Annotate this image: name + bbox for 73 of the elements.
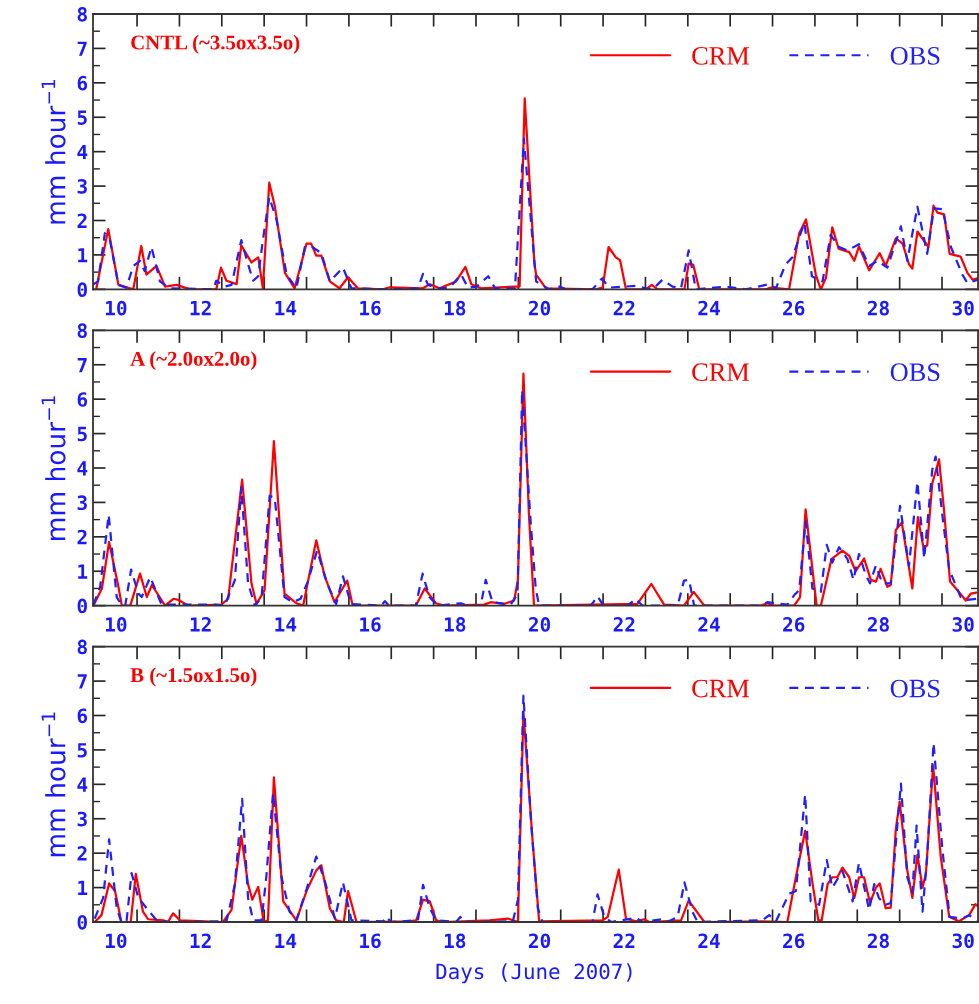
y-tick-label: 0	[77, 914, 87, 930]
x-tick-label: 24	[698, 300, 720, 316]
y-tick-label: 6	[77, 75, 88, 91]
y-tick-label: 7	[77, 41, 87, 56]
x-tick-label: 28	[867, 933, 889, 949]
y-tick-label: 3	[77, 495, 87, 511]
y-tick-label: 6	[77, 708, 88, 724]
x-tick-label: 12	[190, 933, 211, 948]
y-tick-label: 5	[77, 110, 87, 125]
y-tick-label: 5	[77, 426, 87, 442]
y-tick-label: 0	[77, 598, 87, 614]
text: A (~2.0ox2.0o)	[130, 351, 257, 371]
legend-label: CRM	[692, 47, 750, 65]
x-tick-label: 16	[360, 933, 381, 949]
legend-label: OBS	[890, 47, 940, 65]
x-tick-label: 30	[952, 300, 974, 316]
y-tick-label: 7	[77, 674, 87, 689]
x-tick-label: 28	[867, 300, 889, 316]
x-tick-label: 22	[613, 933, 635, 948]
x-tick-label: 14	[275, 617, 297, 632]
legend-label: CRM	[692, 679, 750, 698]
legend-label: OBS	[890, 363, 940, 382]
x-tick-label: 18	[444, 933, 466, 949]
x-tick-label: 20	[528, 933, 551, 949]
x-tick-label: 26	[783, 300, 805, 316]
y-tick-label: 6	[77, 392, 88, 407]
y-tick-label: 4	[77, 461, 88, 476]
x-tick-label: 30	[952, 617, 974, 632]
y-tick-label: 2	[77, 846, 87, 861]
x-tick-label: 22	[613, 300, 635, 316]
x-axis-title: Days (June 2007)	[436, 963, 632, 984]
y-tick-label: 3	[77, 811, 87, 827]
x-tick-label: 24	[698, 617, 720, 632]
x-tick-label: 30	[952, 933, 974, 949]
x-tick-label: 24	[698, 933, 720, 948]
x-tick-label: 20	[528, 300, 551, 316]
legend-label: OBS	[890, 679, 940, 698]
y-tick-label: 2	[77, 529, 87, 545]
y-tick-label: 8	[77, 6, 87, 22]
x-tick-label: 26	[783, 617, 805, 632]
y-tick-label: 4	[77, 144, 88, 160]
y-tick-label: 7	[77, 357, 87, 373]
y-tick-label: 1	[78, 564, 88, 579]
text: CNTL (~3.5ox3.5o)	[131, 34, 300, 54]
legend-label: CRM	[692, 363, 750, 382]
x-tick-label: 22	[613, 617, 635, 632]
y-tick-label: 3	[77, 179, 87, 194]
y-tick-label: 4	[77, 777, 88, 792]
x-tick-label: 20	[528, 617, 551, 632]
y-tick-label: 5	[77, 743, 87, 758]
y-axis-title: mm hour$^{−1}$	[41, 712, 66, 857]
x-tick-label: 14	[275, 301, 297, 316]
y-tick-label: 8	[77, 639, 87, 655]
x-tick-label: 18	[444, 617, 466, 632]
x-tick-label: 12	[190, 300, 211, 316]
x-tick-label: 10	[105, 617, 127, 632]
x-tick-label: 10	[105, 933, 127, 949]
x-tick-label: 12	[190, 617, 211, 632]
y-tick-label: 1	[78, 248, 88, 263]
y-tick-label: 0	[77, 282, 87, 297]
x-tick-label: 28	[867, 617, 889, 632]
x-tick-label: 16	[360, 300, 381, 316]
x-tick-label: 18	[444, 300, 466, 316]
x-tick-label: 14	[275, 933, 297, 948]
x-tick-label: 10	[105, 300, 127, 316]
y-tick-label: 1	[78, 880, 88, 895]
y-tick-label: 2	[77, 213, 87, 228]
x-tick-label: 26	[783, 933, 805, 949]
x-tick-label: 16	[360, 617, 381, 632]
y-tick-label: 8	[77, 323, 87, 338]
y-axis-title: mm hour$^{−1}$	[41, 396, 66, 540]
text: B (~1.5ox1.5o)	[130, 667, 257, 687]
y-axis-title: mm hour$^{−1}$	[41, 79, 66, 224]
